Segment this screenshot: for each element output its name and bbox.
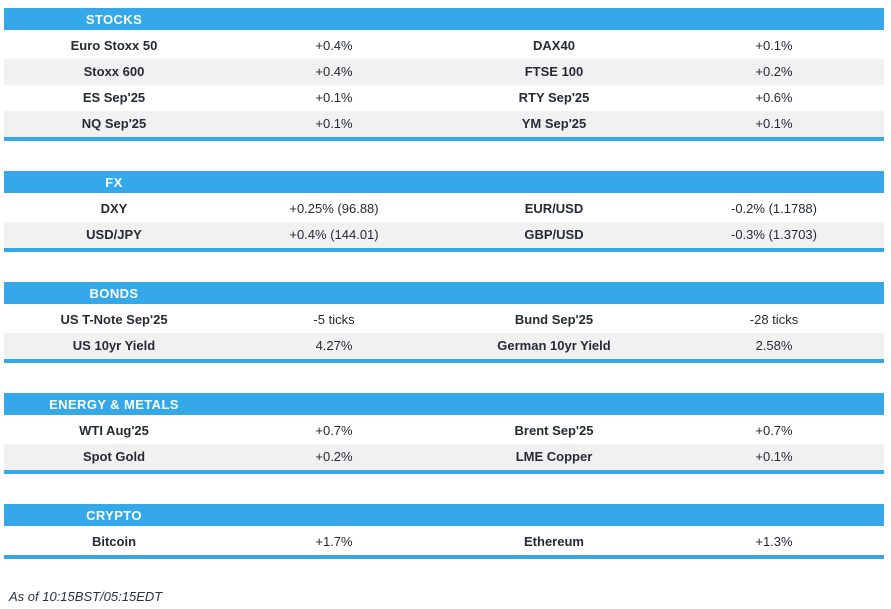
- section-title: CRYPTO: [86, 507, 142, 523]
- section-bottom-rule: [4, 555, 884, 559]
- instrument-name: US T-Note Sep'25: [60, 312, 168, 327]
- instrument-name: Bitcoin: [91, 534, 137, 549]
- instrument-change: +0.7%: [315, 423, 353, 438]
- instrument-name: RTY Sep'25: [518, 90, 590, 105]
- instrument-name: Euro Stoxx 50: [70, 38, 158, 53]
- section-header: CRYPTO: [4, 504, 884, 526]
- instrument-change: +0.1%: [755, 449, 793, 464]
- instrument-name: USD/JPY: [86, 227, 142, 242]
- instrument-change: +0.1%: [755, 38, 793, 53]
- market-section-crypto: CRYPTO Bitcoin +1.7% Ethereum +1.3%: [4, 504, 884, 559]
- instrument-name: WTI Aug'25: [79, 423, 149, 438]
- as-of-timestamp: As of 10:15BST/05:15EDT: [9, 589, 163, 604]
- table-row: WTI Aug'25 +0.7% Brent Sep'25 +0.7%: [4, 418, 884, 444]
- section-header: STOCKS: [4, 8, 884, 30]
- instrument-name: EUR/USD: [524, 201, 584, 216]
- table-row: NQ Sep'25 +0.1% YM Sep'25 +0.1%: [4, 111, 884, 137]
- instrument-name: DAX40: [533, 38, 575, 53]
- section-bottom-rule: [4, 470, 884, 474]
- table-row: Spot Gold +0.2% LME Copper +0.1%: [4, 444, 884, 470]
- instrument-name: YM Sep'25: [521, 116, 587, 131]
- instrument-change: -5 ticks: [313, 312, 355, 327]
- section-title: FX: [105, 174, 123, 190]
- section-header: FX: [4, 171, 884, 193]
- instrument-name: Brent Sep'25: [514, 423, 594, 438]
- instrument-change: +0.4%: [315, 38, 353, 53]
- table-row: USD/JPY +0.4% (144.01) GBP/USD -0.3% (1.…: [4, 222, 884, 248]
- table-row: Stoxx 600 +0.4% FTSE 100 +0.2%: [4, 59, 884, 85]
- instrument-change: +0.4%: [315, 64, 353, 79]
- table-row: US 10yr Yield 4.27% German 10yr Yield 2.…: [4, 333, 884, 359]
- section-header: ENERGY & METALS: [4, 393, 884, 415]
- section-title: STOCKS: [85, 11, 143, 27]
- instrument-name: US 10yr Yield: [72, 338, 156, 353]
- instrument-name: DXY: [100, 201, 128, 216]
- instrument-change: +1.7%: [315, 534, 353, 549]
- section-rows: US T-Note Sep'25 -5 ticks Bund Sep'25 -2…: [4, 307, 884, 359]
- table-row: Bitcoin +1.7% Ethereum +1.3%: [4, 529, 884, 555]
- table-row: Euro Stoxx 50 +0.4% DAX40 +0.1%: [4, 33, 884, 59]
- table-row: DXY +0.25% (96.88) EUR/USD -0.2% (1.1788…: [4, 196, 884, 222]
- table-row: ES Sep'25 +0.1% RTY Sep'25 +0.6%: [4, 85, 884, 111]
- instrument-change: +1.3%: [755, 534, 793, 549]
- instrument-change: +0.4% (144.01): [289, 227, 379, 242]
- market-sections: STOCKS Euro Stoxx 50 +0.4% DAX40 +0.1% S…: [4, 8, 884, 559]
- instrument-name: German 10yr Yield: [497, 338, 611, 353]
- instrument-change: 4.27%: [315, 338, 353, 353]
- instrument-change: +0.1%: [755, 116, 793, 131]
- section-title: BONDS: [89, 285, 139, 301]
- instrument-name: NQ Sep'25: [81, 116, 147, 131]
- instrument-change: +0.7%: [755, 423, 793, 438]
- instrument-name: ES Sep'25: [82, 90, 146, 105]
- instrument-name: GBP/USD: [524, 227, 584, 242]
- instrument-change: -28 ticks: [749, 312, 799, 327]
- section-rows: DXY +0.25% (96.88) EUR/USD -0.2% (1.1788…: [4, 196, 884, 248]
- instrument-change: 2.58%: [755, 338, 793, 353]
- market-section-energy-metals: ENERGY & METALS WTI Aug'25 +0.7% Brent S…: [4, 393, 884, 474]
- instrument-change: +0.2%: [315, 449, 353, 464]
- instrument-change: +0.6%: [755, 90, 793, 105]
- instrument-name: Bund Sep'25: [514, 312, 594, 327]
- section-rows: WTI Aug'25 +0.7% Brent Sep'25 +0.7% Spot…: [4, 418, 884, 470]
- table-row: US T-Note Sep'25 -5 ticks Bund Sep'25 -2…: [4, 307, 884, 333]
- section-bottom-rule: [4, 137, 884, 141]
- instrument-name: Spot Gold: [82, 449, 146, 464]
- instrument-change: +0.2%: [755, 64, 793, 79]
- instrument-change: +0.1%: [315, 116, 353, 131]
- market-section-stocks: STOCKS Euro Stoxx 50 +0.4% DAX40 +0.1% S…: [4, 8, 884, 141]
- instrument-change: -0.2% (1.1788): [731, 201, 817, 216]
- section-rows: Bitcoin +1.7% Ethereum +1.3%: [4, 529, 884, 555]
- section-bottom-rule: [4, 359, 884, 363]
- instrument-change: +0.25% (96.88): [289, 201, 379, 216]
- instrument-name: Ethereum: [524, 534, 584, 549]
- section-bottom-rule: [4, 248, 884, 252]
- instrument-change: -0.3% (1.3703): [731, 227, 817, 242]
- section-rows: Euro Stoxx 50 +0.4% DAX40 +0.1% Stoxx 60…: [4, 33, 884, 137]
- market-section-bonds: BONDS US T-Note Sep'25 -5 ticks Bund Sep…: [4, 282, 884, 363]
- instrument-name: LME Copper: [515, 449, 593, 464]
- section-title: ENERGY & METALS: [49, 396, 179, 412]
- instrument-name: Stoxx 600: [83, 64, 145, 79]
- instrument-change: +0.1%: [315, 90, 353, 105]
- market-section-fx: FX DXY +0.25% (96.88) EUR/USD -0.2% (1.1…: [4, 171, 884, 252]
- instrument-name: FTSE 100: [524, 64, 584, 79]
- section-header: BONDS: [4, 282, 884, 304]
